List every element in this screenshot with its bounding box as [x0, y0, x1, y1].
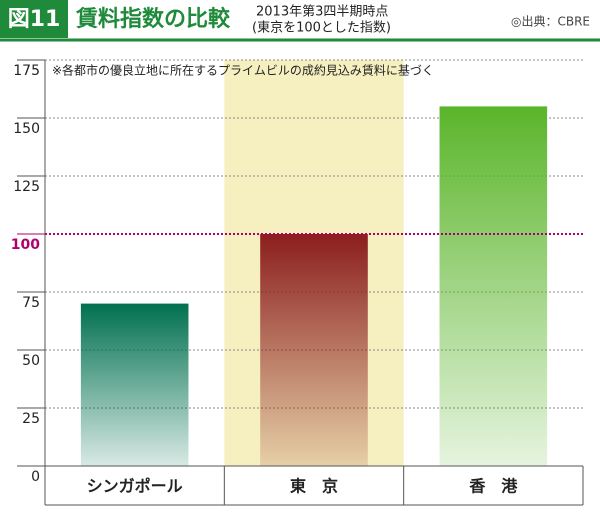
- y-tick-label: 100: [11, 237, 40, 253]
- y-tick-label: 125: [13, 179, 40, 195]
- figure-label: 図11: [8, 7, 61, 32]
- chart-title: 賃料指数の比較: [75, 6, 231, 32]
- subtitle: (東京を100とした指数): [252, 20, 391, 36]
- label-box: [0, 0, 68, 38]
- y-tick-label: 175: [13, 63, 40, 79]
- note: ※各都市の優良立地に所在するプライムビルの成約見込み賃料に基づく: [52, 63, 434, 78]
- bar: [260, 234, 368, 466]
- x-tick-label: 東 京: [290, 477, 338, 496]
- source: ◎出典：CBRE: [511, 15, 590, 29]
- y-tick-label: 150: [13, 121, 40, 137]
- subtitle: 2013年第3四半期時点: [256, 5, 388, 20]
- y-tick-label: 0: [31, 469, 40, 485]
- y-tick-label: 75: [22, 295, 40, 311]
- y-tick-label: 50: [22, 353, 40, 369]
- bar: [439, 106, 548, 467]
- y-tick-label: 25: [22, 411, 40, 427]
- x-tick-label: 香 港: [468, 477, 518, 496]
- bar: [80, 303, 189, 466]
- x-tick-label: シンガポール: [87, 477, 183, 496]
